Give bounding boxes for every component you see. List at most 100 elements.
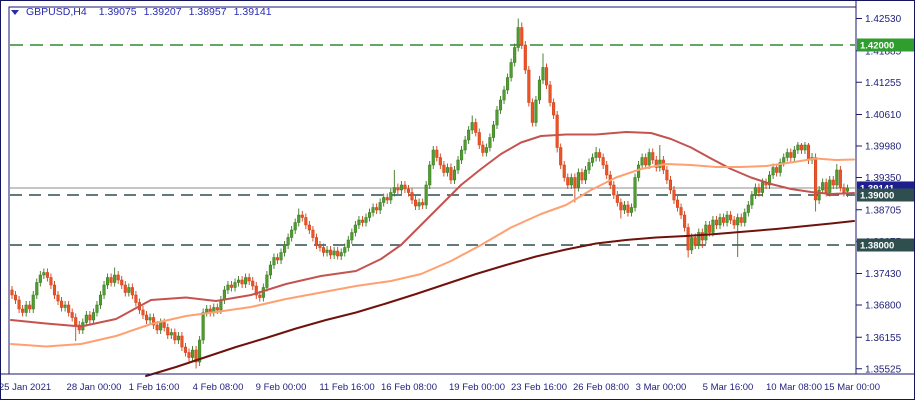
candle-down bbox=[141, 309, 145, 316]
candle-up bbox=[463, 139, 467, 151]
candle-up bbox=[792, 149, 796, 158]
candle-down bbox=[28, 304, 32, 310]
candle-up bbox=[176, 335, 180, 341]
candle-down bbox=[580, 172, 584, 181]
candle-down bbox=[527, 69, 531, 103]
candle-down bbox=[520, 27, 524, 46]
candle-down bbox=[700, 232, 704, 241]
candle-up bbox=[350, 232, 354, 241]
candle-up bbox=[771, 167, 775, 176]
ma-lines-layer bbox=[10, 131, 855, 377]
candle-up bbox=[746, 204, 750, 213]
candle-up bbox=[38, 274, 42, 283]
y-tick-label: 1.42530 bbox=[865, 14, 902, 25]
candle-up bbox=[343, 247, 347, 253]
candle-down bbox=[180, 335, 184, 348]
candle-up bbox=[690, 237, 694, 251]
candle-down bbox=[258, 294, 262, 298]
candle-up bbox=[364, 217, 368, 223]
ohlc-low: 1.38957 bbox=[188, 6, 227, 18]
candle-up bbox=[382, 197, 386, 203]
candle-down bbox=[644, 157, 648, 166]
candle-down bbox=[573, 177, 577, 188]
candle-up bbox=[346, 239, 350, 248]
candle-down bbox=[10, 289, 14, 296]
symbol-dropdown-icon[interactable] bbox=[11, 9, 19, 15]
price-tag-label: 1.38000 bbox=[860, 241, 894, 252]
candle-down bbox=[56, 294, 60, 302]
candle-down bbox=[314, 237, 318, 246]
candle-down bbox=[229, 284, 234, 288]
candle-up bbox=[622, 204, 626, 211]
candle-up bbox=[821, 182, 825, 191]
candle-down bbox=[605, 164, 609, 176]
candle-up bbox=[244, 277, 248, 285]
candle-up bbox=[293, 222, 297, 231]
candle-down bbox=[601, 157, 605, 166]
candle-down bbox=[134, 294, 138, 303]
candle-up bbox=[491, 124, 495, 138]
candle-down bbox=[166, 327, 170, 336]
candle-down bbox=[615, 194, 619, 203]
candle-up bbox=[502, 89, 506, 101]
candle-down bbox=[651, 152, 655, 161]
candle-up bbox=[495, 109, 499, 126]
candle-down bbox=[130, 287, 134, 296]
y-tick-label: 1.39350 bbox=[865, 173, 902, 184]
candle-up bbox=[541, 67, 545, 81]
candle-down bbox=[775, 167, 779, 173]
candle-down bbox=[530, 102, 534, 123]
candle-down bbox=[679, 207, 683, 216]
candle-up bbox=[357, 219, 361, 226]
x-tick-label: 9 Feb 00:00 bbox=[256, 382, 307, 393]
candle-down bbox=[183, 346, 188, 353]
candle-up bbox=[237, 279, 241, 283]
x-tick-label: 4 Feb 08:00 bbox=[193, 382, 244, 393]
candle-up bbox=[169, 332, 173, 336]
ma-slow-maroon bbox=[145, 220, 855, 377]
candle-up bbox=[743, 212, 747, 223]
candle-down bbox=[438, 157, 442, 166]
ohlc-high: 1.39207 bbox=[143, 6, 182, 18]
candle-down bbox=[155, 324, 159, 331]
candle-up bbox=[753, 187, 757, 196]
x-tick-label: 15 Mar 00:00 bbox=[824, 382, 880, 393]
x-tick-label: 23 Feb 16:00 bbox=[511, 382, 567, 393]
candle-up bbox=[785, 152, 789, 158]
candle-down bbox=[683, 214, 687, 228]
ma-fast-red bbox=[10, 131, 855, 328]
candle-up bbox=[205, 308, 209, 313]
candle-up bbox=[31, 294, 35, 310]
candle-up bbox=[488, 137, 492, 148]
x-axis[interactable]: 25 Jan 2021 28 Jan 00:00 1 Feb 16:00 4 Feb … bbox=[1, 382, 880, 393]
candle-down bbox=[442, 164, 446, 173]
candle-up bbox=[190, 349, 195, 358]
candle-up bbox=[332, 250, 336, 256]
candle-up bbox=[796, 144, 800, 151]
candle-down bbox=[757, 187, 761, 193]
candles-layer[interactable] bbox=[10, 18, 849, 369]
candle-up bbox=[98, 294, 103, 306]
candle-down bbox=[17, 299, 21, 310]
candle-down bbox=[544, 67, 549, 86]
candle-down bbox=[247, 277, 251, 282]
candle-down bbox=[562, 164, 566, 178]
candle-up bbox=[640, 157, 644, 166]
plot-border bbox=[8, 6, 857, 375]
candle-down bbox=[21, 308, 25, 313]
candle-down bbox=[435, 149, 439, 158]
candle-down bbox=[824, 182, 828, 193]
candle-down bbox=[477, 132, 481, 146]
price-tag bbox=[857, 38, 914, 52]
candle-up bbox=[711, 219, 715, 233]
candle-down bbox=[67, 304, 71, 313]
candle-down bbox=[329, 249, 333, 256]
symbol-label: GBPUSD,H4 bbox=[26, 6, 87, 18]
price-tag bbox=[857, 188, 914, 202]
chart-frame bbox=[1, 1, 914, 375]
candle-down bbox=[304, 217, 308, 226]
candle-down bbox=[672, 189, 676, 201]
candle-down bbox=[481, 144, 485, 153]
candle-down bbox=[714, 219, 719, 226]
candle-down bbox=[559, 147, 563, 166]
